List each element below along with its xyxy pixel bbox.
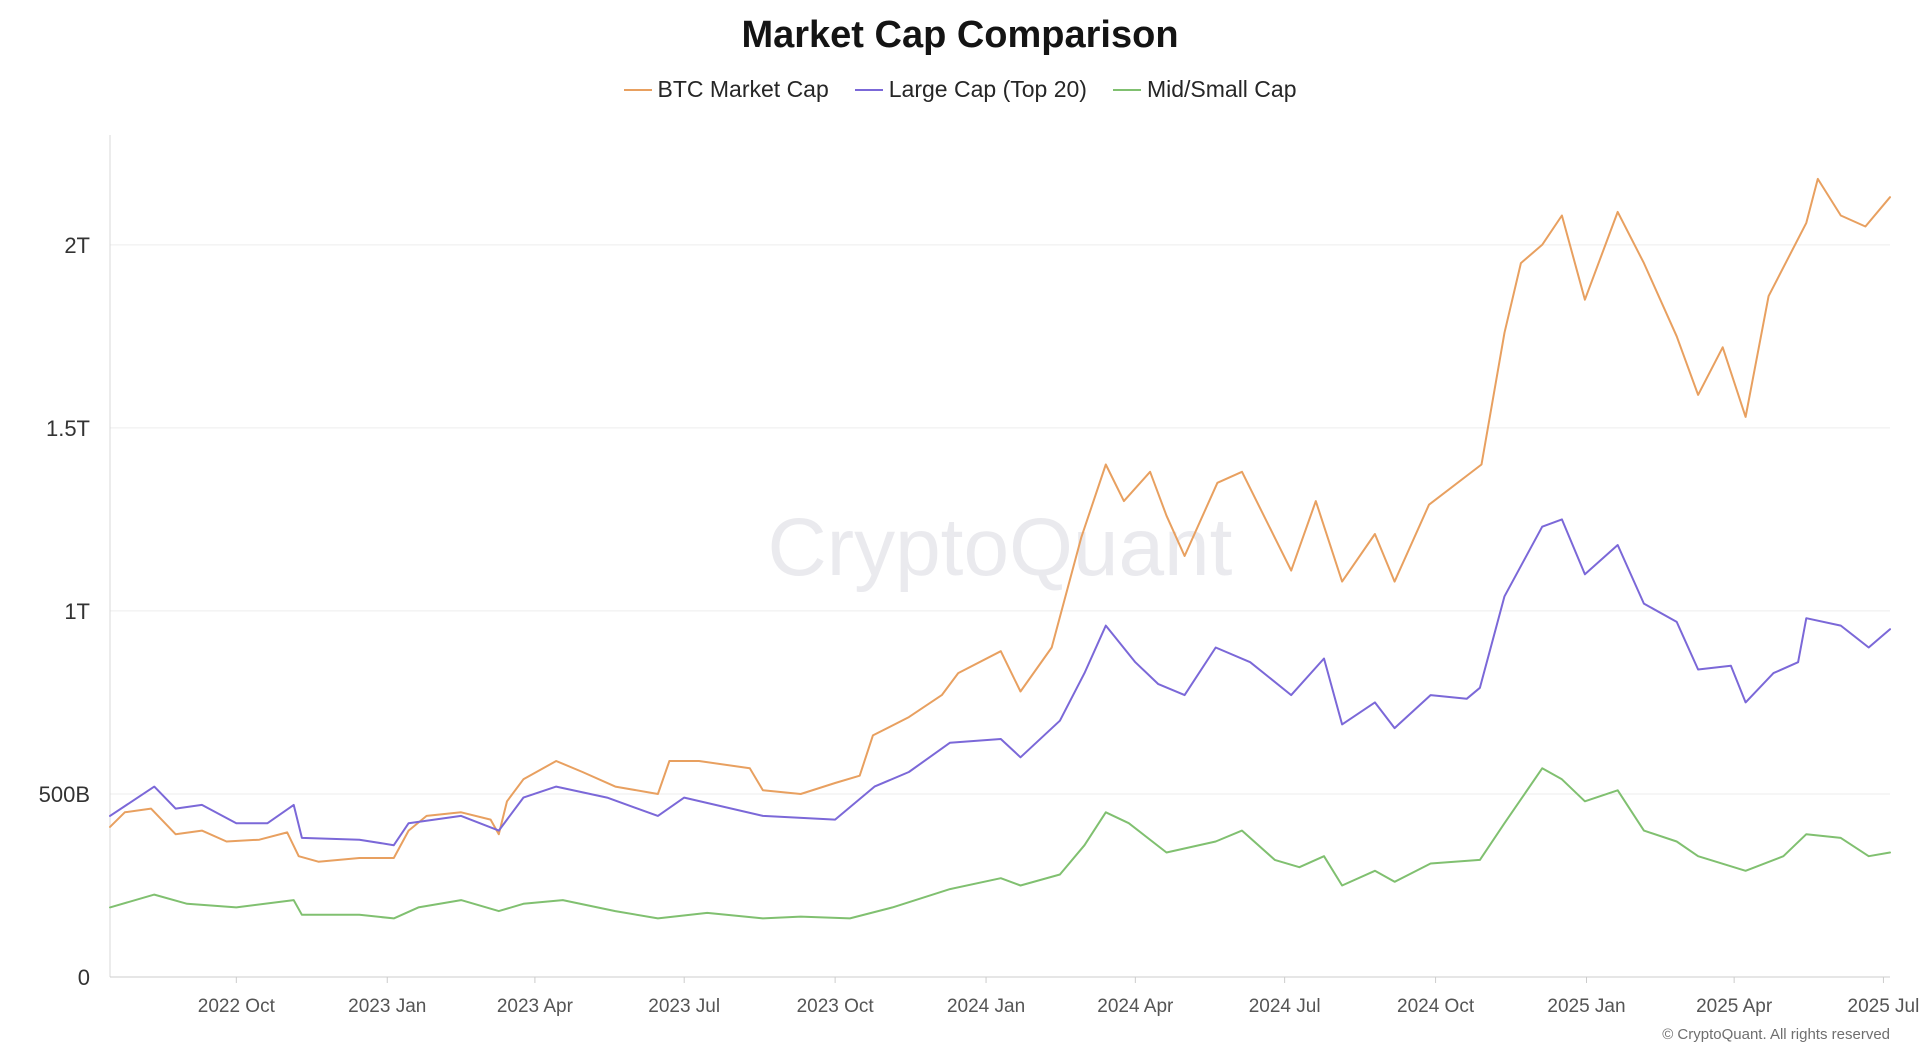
series-line-1 bbox=[109, 518, 1891, 847]
legend-swatch-large-cap bbox=[854, 88, 883, 91]
x-tick-label-3: 2023 Jul bbox=[648, 996, 720, 1017]
legend-item-btc[interactable]: BTC Market Cap bbox=[623, 76, 829, 103]
y-tick-label-1: 500B bbox=[39, 782, 90, 807]
chart-legend: BTC Market Cap Large Cap (Top 20) Mid/Sm… bbox=[0, 76, 1920, 103]
x-tick-label-2: 2023 Apr bbox=[497, 996, 574, 1017]
x-tick-label-7: 2024 Jul bbox=[1249, 996, 1321, 1017]
watermark-text: CryptoQuant bbox=[768, 502, 1233, 593]
series-line-0 bbox=[109, 177, 1891, 863]
x-tick-label-6: 2024 Apr bbox=[1097, 996, 1174, 1017]
legend-label-mid-small-cap: Mid/Small Cap bbox=[1146, 76, 1297, 102]
x-tick-label-9: 2025 Jan bbox=[1547, 996, 1625, 1017]
legend-swatch-btc bbox=[623, 88, 652, 91]
x-tick-label-10: 2025 Apr bbox=[1696, 996, 1773, 1017]
x-tick-label-5: 2024 Jan bbox=[947, 996, 1025, 1017]
x-tick-label-1: 2023 Jan bbox=[348, 996, 426, 1017]
legend-label-btc: BTC Market Cap bbox=[657, 76, 829, 102]
copyright-footer: © CryptoQuant. All rights reserved bbox=[1662, 1026, 1890, 1043]
x-tick-label-11: 2025 Jul bbox=[1848, 996, 1920, 1017]
y-tick-label-2: 1T bbox=[64, 599, 90, 624]
legend-swatch-mid-small-cap bbox=[1112, 88, 1141, 91]
legend-label-large-cap: Large Cap (Top 20) bbox=[888, 76, 1087, 102]
legend-item-large-cap[interactable]: Large Cap (Top 20) bbox=[854, 76, 1087, 103]
y-tick-label-4: 2T bbox=[64, 233, 90, 258]
chart-title: Market Cap Comparison bbox=[741, 14, 1179, 56]
x-tick-label-0: 2022 Oct bbox=[198, 996, 276, 1017]
y-tick-label-3: 1.5T bbox=[46, 416, 90, 441]
legend-item-mid-small-cap[interactable]: Mid/Small Cap bbox=[1112, 76, 1297, 103]
x-tick-label-8: 2024 Oct bbox=[1397, 996, 1475, 1017]
x-tick-label-4: 2023 Oct bbox=[797, 996, 875, 1017]
y-tick-label-0: 0 bbox=[78, 965, 90, 990]
series-line-2 bbox=[109, 767, 1891, 920]
